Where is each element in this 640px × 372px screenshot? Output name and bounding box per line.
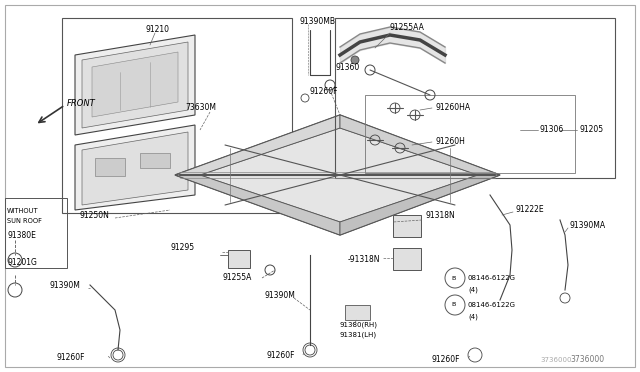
Text: 91260F: 91260F [266,350,295,359]
Polygon shape [340,115,500,175]
Text: WITHOUT: WITHOUT [7,208,38,214]
Text: 91295: 91295 [171,244,195,253]
Polygon shape [175,175,340,235]
Text: 08146-6122G: 08146-6122G [468,275,516,281]
Text: 91255A: 91255A [223,273,252,282]
Text: (4): (4) [468,287,478,293]
Text: 91390M: 91390M [264,291,295,299]
Text: 91380(RH): 91380(RH) [340,322,378,328]
Text: 08146-6122G: 08146-6122G [468,302,516,308]
Text: 91390MA: 91390MA [570,221,606,230]
Text: 91201G: 91201G [8,258,38,267]
Text: 91260F: 91260F [56,353,85,362]
Text: 73630M: 73630M [185,103,216,112]
Bar [335,18,615,178]
Bar [140,153,170,168]
Text: 91318N: 91318N [425,211,455,219]
Text: 91306: 91306 [540,125,564,135]
Text: 91381(LH): 91381(LH) [340,332,377,338]
Text: B: B [451,302,455,308]
Bar [5,198,67,268]
Bar [95,158,125,176]
Bar [365,95,575,173]
Polygon shape [340,175,500,235]
Text: 91250N: 91250N [80,211,110,219]
Text: (4): (4) [468,314,478,320]
Bar [62,18,292,213]
Polygon shape [75,35,195,135]
Text: 91360: 91360 [336,62,360,71]
Polygon shape [175,115,340,175]
Text: 91205: 91205 [580,125,604,135]
Text: FRONT: FRONT [67,99,96,108]
Bar [345,305,370,320]
Polygon shape [175,115,500,235]
Bar [228,250,250,268]
Text: 91210: 91210 [145,26,169,35]
Text: 91260F: 91260F [431,356,460,365]
Text: 3736000: 3736000 [540,357,572,363]
Text: 91222E: 91222E [515,205,543,215]
Polygon shape [82,132,188,205]
Text: 91260F: 91260F [310,87,339,96]
Text: -91318N: -91318N [348,256,380,264]
Polygon shape [200,128,478,222]
Bar [393,248,421,270]
Text: B: B [451,276,455,280]
Text: 91260H: 91260H [435,138,465,147]
Text: SUN ROOF: SUN ROOF [7,218,42,224]
Polygon shape [82,42,188,128]
Text: 91260HA: 91260HA [435,103,470,112]
Polygon shape [75,125,195,210]
Text: 91380E: 91380E [8,231,37,240]
Text: 91390MB: 91390MB [300,17,336,26]
Polygon shape [92,52,178,117]
Text: 3736000: 3736000 [570,356,604,365]
Text: 91390M: 91390M [49,280,80,289]
Text: 91255AA: 91255AA [390,23,425,32]
Bar [393,215,421,237]
Circle shape [351,56,359,64]
